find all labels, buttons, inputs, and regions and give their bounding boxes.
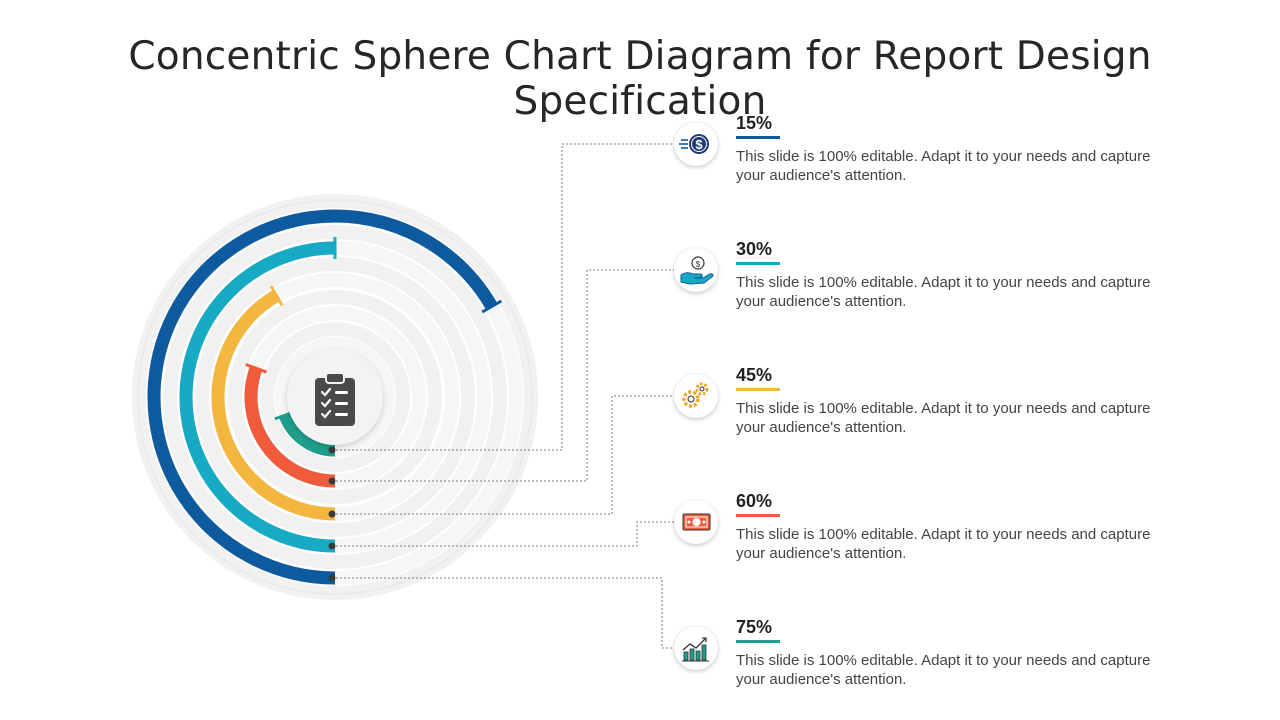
track-ring xyxy=(195,257,475,537)
item-2: 30% This slide is 100% editable. Adapt i… xyxy=(736,238,1156,311)
growth-chart-icon xyxy=(682,637,709,662)
banknote-icon xyxy=(682,513,711,531)
arc-4 xyxy=(244,366,336,488)
arc-1 xyxy=(147,209,498,585)
item-4: 60% This slide is 100% editable. Adapt i… xyxy=(736,490,1156,563)
item-description: This slide is 100% editable. Adapt it to… xyxy=(736,526,1151,562)
leader-dot-3 xyxy=(328,510,336,518)
leader-dot-2 xyxy=(328,477,336,485)
track-ring xyxy=(260,322,410,472)
clipboard-checklist-icon xyxy=(315,372,355,426)
arc-end-tick-1 xyxy=(481,299,503,314)
gears-icon xyxy=(682,382,709,408)
icon-badge-3 xyxy=(674,374,718,418)
arc-3 xyxy=(211,290,336,521)
svg-text:$: $ xyxy=(696,260,701,269)
svg-text:$: $ xyxy=(695,137,703,152)
icon-badge-1: $ xyxy=(674,122,718,166)
outer-ring-edge xyxy=(137,199,533,595)
hand-money-icon: $ xyxy=(680,256,714,285)
leader-dot-4 xyxy=(328,542,336,550)
item-1: 15% This slide is 100% editable. Adapt i… xyxy=(736,112,1156,185)
leader-line-2 xyxy=(332,269,674,482)
item-underline xyxy=(736,136,780,139)
leader-line-4 xyxy=(332,521,674,547)
item-percent: 75% xyxy=(736,617,773,637)
item-underline xyxy=(736,514,780,517)
arc-end-tick-4 xyxy=(245,363,267,374)
item-percent: 60% xyxy=(736,491,773,511)
item-underline xyxy=(736,262,780,265)
leader-line-3 xyxy=(332,395,674,515)
track-ring xyxy=(228,290,442,504)
leader-line-5 xyxy=(332,577,674,649)
item-5: 75% This slide is 100% editable. Adapt i… xyxy=(736,616,1156,689)
leader-dot-1 xyxy=(328,446,336,454)
item-underline xyxy=(736,640,780,643)
dollar-coin-icon: $ xyxy=(679,134,709,154)
arc-5 xyxy=(279,412,336,457)
item-description: This slide is 100% editable. Adapt it to… xyxy=(736,652,1151,688)
item-percent: 15% xyxy=(736,113,773,133)
arc-end-tick-3 xyxy=(269,285,284,306)
icon-badge-5 xyxy=(674,626,718,670)
icon-badge-4 xyxy=(674,500,718,544)
item-percent: 45% xyxy=(736,365,773,385)
item-description: This slide is 100% editable. Adapt it to… xyxy=(736,274,1151,310)
item-percent: 30% xyxy=(736,239,773,259)
track-ring xyxy=(163,225,507,569)
item-description: This slide is 100% editable. Adapt it to… xyxy=(736,400,1151,436)
item-description: This slide is 100% editable. Adapt it to… xyxy=(736,148,1151,184)
icon-badge-2: $ xyxy=(674,248,718,292)
leader-dot-5 xyxy=(328,574,336,582)
item-underline xyxy=(736,388,780,391)
leader-line-1 xyxy=(332,143,674,451)
arc-2 xyxy=(179,241,336,553)
page-title: Concentric Sphere Chart Diagram for Repo… xyxy=(128,34,1152,124)
item-3: 45% This slide is 100% editable. Adapt i… xyxy=(736,364,1156,437)
